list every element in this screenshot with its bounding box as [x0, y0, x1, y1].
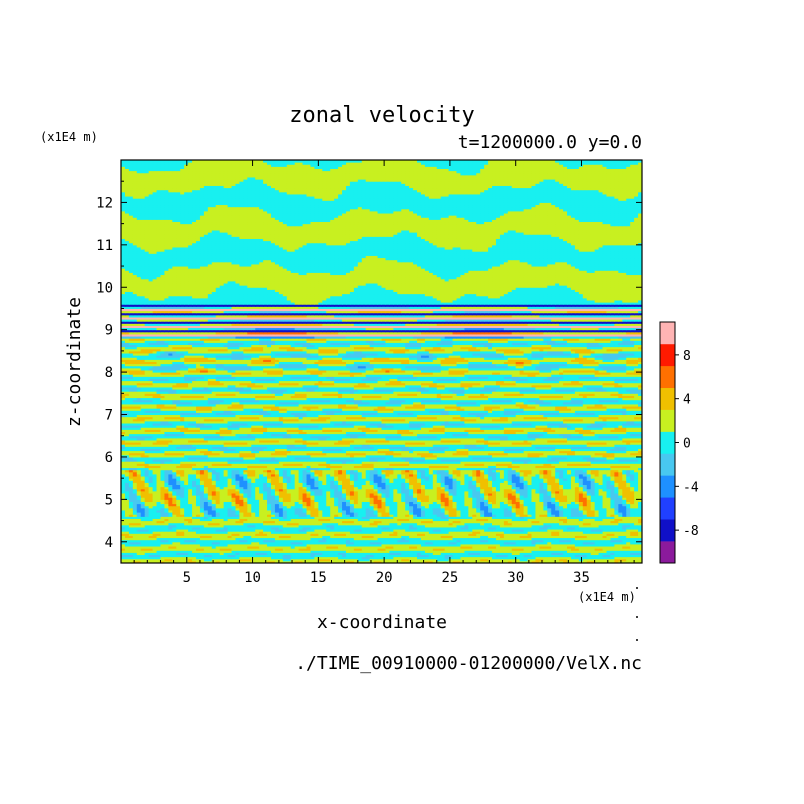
chart-subtitle: t=1200000.0 y=0.0	[458, 132, 642, 153]
chart-title: zonal velocity	[289, 103, 474, 128]
velocity-field	[121, 160, 643, 564]
y-axis-unit: (x1E4 m)	[40, 130, 98, 144]
